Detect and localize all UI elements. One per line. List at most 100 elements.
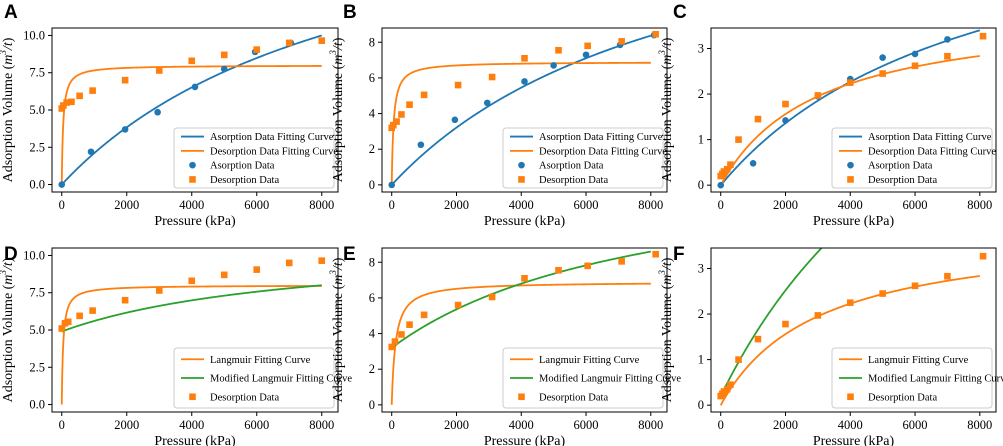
desorption-point — [155, 67, 163, 74]
x-tick-label: 0 — [59, 418, 65, 432]
legend: Asorption Data Fitting Curve Desorption D… — [831, 127, 996, 189]
x-tick-label: 0 — [389, 418, 395, 432]
desorption-point — [406, 321, 413, 328]
fit-curve-green — [390, 250, 651, 349]
legend-label: Desorption Data — [868, 392, 937, 403]
legend-label: Desorption Data — [868, 175, 937, 186]
desorption-point — [723, 165, 731, 173]
legend-swatch-circle — [189, 161, 196, 169]
desorption-point — [390, 121, 397, 129]
y-axis-label: Adsorption Volume (m3/t) — [328, 37, 346, 182]
fit-curve-green — [719, 248, 823, 397]
adsorption-point — [944, 36, 951, 43]
x-tick-label: 8000 — [638, 418, 663, 432]
y-tick-label: 4 — [369, 107, 376, 121]
fit-curve-blue — [719, 29, 981, 186]
fit-curve-blue — [390, 34, 652, 186]
y-axis-label: Adsorption Volume (m3/t) — [657, 257, 675, 402]
desorption-point — [64, 318, 72, 326]
legend-label: Asorption Data — [539, 161, 604, 172]
desorption-point — [782, 100, 789, 108]
x-tick-label: 6000 — [574, 198, 599, 212]
legend-label: Asorption Data — [868, 161, 933, 172]
y-tick-label: 2.5 — [29, 140, 45, 154]
desorption-point — [521, 55, 528, 62]
adsorption-point — [191, 83, 199, 91]
x-tick-label: 2000 — [773, 418, 798, 432]
axes-frame — [710, 27, 997, 193]
adsorption-point — [388, 181, 396, 189]
desorption-point — [723, 385, 731, 393]
y-tick-label: 1 — [698, 133, 704, 147]
y-tick-label: 4 — [369, 327, 376, 341]
y-tick-label: 0 — [369, 178, 375, 192]
adsorption-point — [483, 99, 491, 107]
desorption-point — [911, 62, 919, 70]
desorption-point — [76, 92, 83, 100]
x-tick-label: 6000 — [903, 198, 928, 212]
desorption-point — [814, 92, 822, 99]
desorption-point — [618, 38, 625, 45]
y-tick-label: 6 — [369, 291, 375, 305]
panel-f: F 0 2000 4000 6000 8000 0 1 2 3 Pressure (kPa) Adso… — [657, 244, 1003, 446]
x-tick-label: 2000 — [444, 418, 469, 432]
desorption-point — [398, 111, 405, 118]
desorption-point — [727, 381, 734, 388]
axes-frame — [381, 247, 668, 413]
y-tick-label: 5.0 — [29, 323, 45, 337]
y-tick-label: 6 — [369, 71, 375, 85]
legend: Asorption Data Fitting Curve Desorption D… — [502, 127, 667, 189]
adsorption-point — [582, 51, 590, 59]
y-tick-label: 10.0 — [23, 248, 45, 262]
legend-box — [173, 127, 335, 189]
desorption-point — [754, 115, 762, 123]
x-axis-label: Pressure (kPa) — [484, 214, 566, 229]
legend-label: Desorption Data — [539, 392, 608, 403]
y-tick-label: 5.0 — [29, 103, 45, 117]
legend-label: Langmuir Fitting Curve — [868, 355, 969, 366]
axes-frame — [381, 27, 668, 193]
desorption-point — [555, 46, 562, 54]
desorption-point — [584, 262, 591, 270]
desorption-point — [188, 57, 196, 65]
x-tick-label: 6000 — [574, 418, 599, 432]
desorption-point — [727, 161, 734, 168]
desorption-point — [420, 91, 428, 99]
x-axis-label: Pressure (kPa) — [154, 214, 236, 229]
desorption-point — [846, 299, 854, 306]
desorption-point — [979, 32, 987, 40]
y-tick-label: 2 — [698, 307, 704, 321]
panel-letter: D — [4, 244, 18, 265]
legend-label: Asorption Data Fitting Curve — [539, 132, 663, 143]
y-tick-label: 2 — [369, 142, 375, 156]
desorption-point — [68, 98, 75, 106]
desorption-point — [188, 277, 196, 285]
desorption-point — [879, 290, 886, 297]
x-tick-label: 8000 — [638, 198, 663, 212]
panel-c: C 0 2000 4000 6000 8000 0 1 2 3 Pressure (kPa) Adso… — [657, 2, 997, 229]
desorption-point — [618, 258, 625, 265]
desorption-point — [89, 87, 96, 94]
legend-label: Asorption Data Fitting Curve — [868, 132, 992, 143]
adsorption-point — [87, 148, 95, 156]
y-axis-label: Adsorption Volume (m3/t) — [0, 37, 16, 182]
y-tick-label: 8 — [369, 255, 375, 269]
desorption-point — [318, 257, 326, 264]
panel-a: A 0 2000 4000 6000 8000 0.0 2.5 5.0 7.5 10.0 Pressu… — [0, 2, 339, 229]
desorption-point — [121, 296, 129, 304]
fit-curve-orange — [390, 61, 651, 185]
legend-label: Desorption Data — [210, 175, 279, 186]
x-tick-label: 2000 — [773, 198, 798, 212]
panel-d: D 0 2000 4000 6000 8000 0.0 2.5 5.0 7.5 10.0 Pressu… — [0, 244, 352, 446]
x-tick-label: 0 — [718, 198, 724, 212]
desorption-point — [398, 331, 405, 338]
desorption-point — [76, 312, 83, 320]
panel-e: E 0 2000 4000 6000 8000 0 2 4 6 8 Pressure (kPa) Ads… — [328, 244, 681, 446]
y-tick-label: 8 — [369, 35, 375, 49]
desorption-point — [253, 46, 261, 53]
y-tick-label: 2 — [369, 362, 375, 376]
legend-swatch-circle — [847, 161, 854, 169]
legend-label: Modified Langmuir Fitting Curve — [868, 374, 1003, 385]
x-tick-label: 2000 — [114, 418, 139, 432]
desorption-point — [285, 259, 293, 267]
